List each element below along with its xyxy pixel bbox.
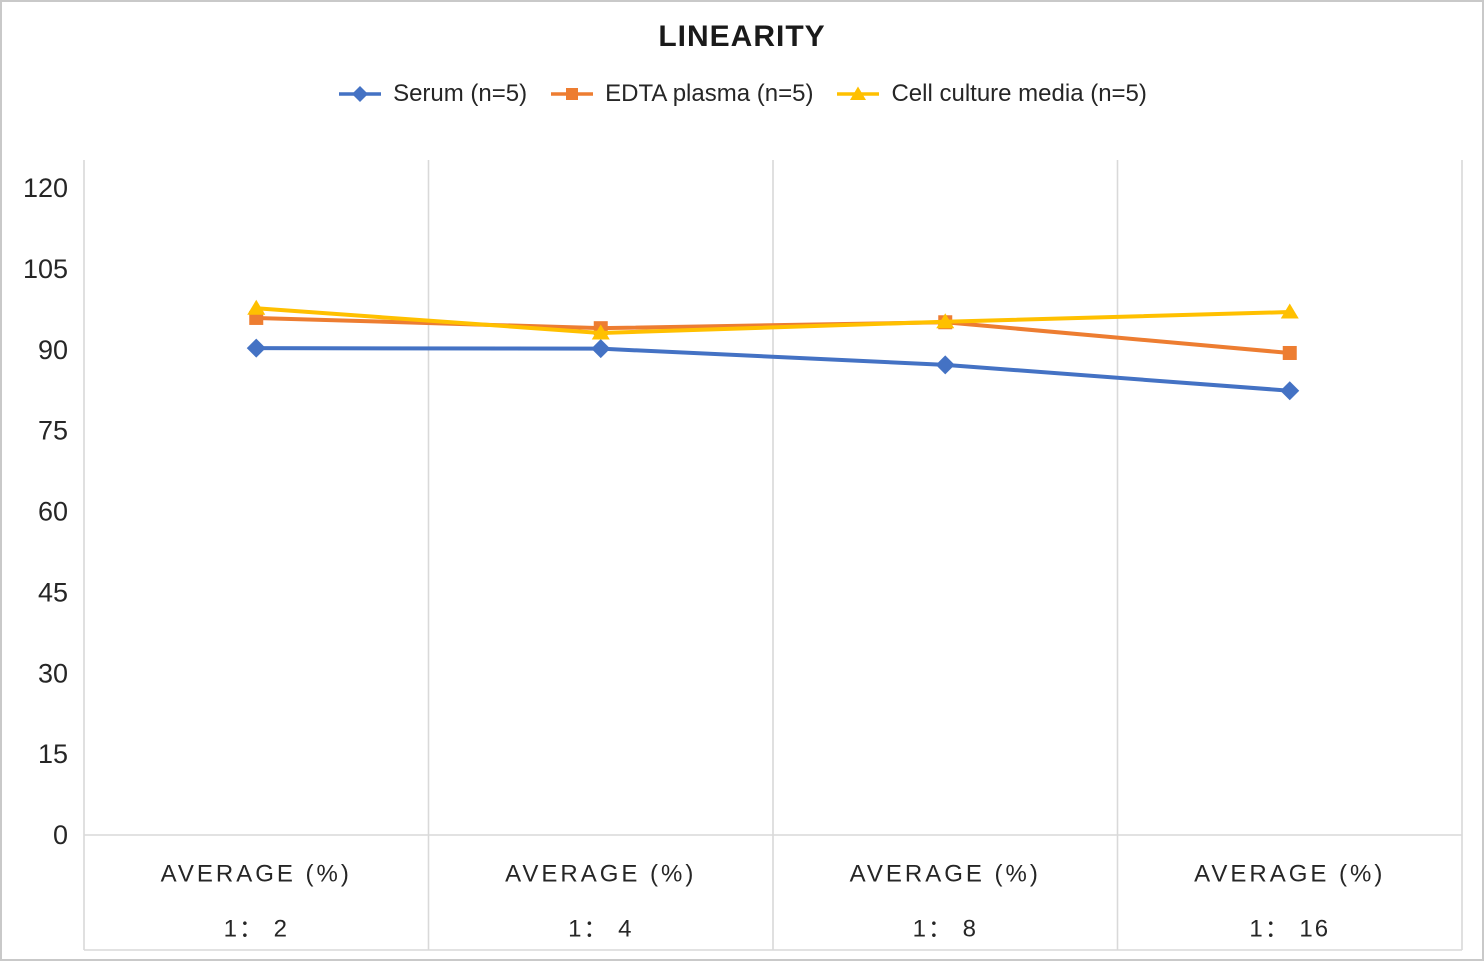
y-tick-label: 120 — [23, 173, 68, 203]
cell-data-point-marker — [936, 313, 955, 329]
serum-data-point-marker — [591, 339, 611, 359]
legend-item-cell-culture-media: Cell culture media (n=5) — [835, 80, 1147, 108]
chart-title: LINEARITY — [658, 20, 826, 53]
serum-data-point-marker — [935, 355, 955, 375]
y-tick-label: 0 — [53, 820, 68, 850]
legend-square — [566, 88, 579, 100]
y-tick-label: 15 — [38, 739, 68, 769]
x-category-label: AVERAGE (%) — [505, 861, 696, 888]
serum-series-line — [254, 346, 1292, 393]
x-category-ratio-label: 1： 2 — [224, 916, 289, 943]
serum-data-point-marker — [1280, 381, 1300, 401]
y-tick-label: 60 — [38, 497, 68, 527]
x-category-label: AVERAGE (%) — [850, 861, 1041, 888]
legend-diamond — [352, 86, 369, 102]
legend-item-edta-plasma: EDTA plasma (n=5) — [549, 80, 813, 108]
x-category-label: AVERAGE (%) — [1194, 861, 1385, 888]
cell-culture-media-line-triangle-icon — [837, 86, 880, 100]
x-category-ratio-label: 1： 16 — [1249, 916, 1330, 943]
y-tick-label: 45 — [38, 577, 68, 607]
cell-series-line — [254, 306, 1292, 336]
x-category-label: AVERAGE (%) — [161, 861, 352, 888]
serum-data-point-marker — [246, 338, 266, 358]
legend-label-cell-culture-media: Cell culture media (n=5) — [891, 80, 1147, 107]
serum-line-diamond-icon — [339, 86, 382, 102]
y-tick-label: 75 — [38, 416, 68, 446]
y-tick-label: 30 — [38, 658, 68, 688]
legend-item-serum: Serum (n=5) — [337, 80, 527, 108]
edta-data-point-marker — [1282, 345, 1297, 360]
x-category-ratio-label: 1： 4 — [568, 916, 633, 943]
cell-data-point-marker — [591, 324, 610, 340]
legend-label-edta-plasma: EDTA plasma (n=5) — [605, 80, 814, 107]
cell-data-point-marker — [247, 299, 266, 315]
edta-series-line — [254, 315, 1292, 355]
x-category-ratio-label: 1： 8 — [913, 916, 978, 943]
legend-triangle — [850, 86, 867, 100]
y-tick-label: 90 — [38, 335, 68, 365]
legend: Serum (n=5) EDTA plasma (n=5) Cell cultu… — [2, 80, 1482, 108]
edta-plasma-line-square-icon — [551, 88, 594, 100]
cell-data-point-marker — [1280, 303, 1299, 319]
legend-label-serum: Serum (n=5) — [393, 80, 528, 107]
y-tick-label: 105 — [23, 254, 68, 284]
